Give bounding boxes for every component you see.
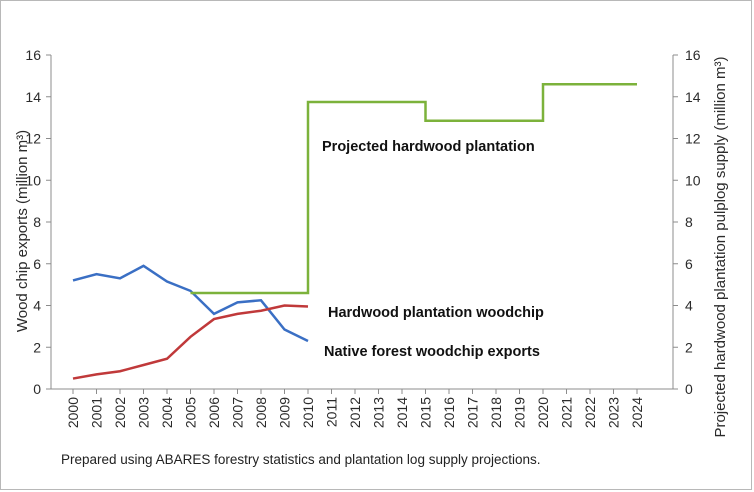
x-tick-label: 2007 xyxy=(230,397,246,428)
annotation-native-forest: Native forest woodchip exports xyxy=(324,344,540,360)
y-tick-label: 0 xyxy=(33,381,41,397)
x-tick-label: 2018 xyxy=(488,397,504,428)
annotation-hardwood-woodchip: Hardwood plantation woodchip xyxy=(328,305,544,321)
x-tick-label: 2022 xyxy=(582,397,598,428)
y-tick-label: 2 xyxy=(33,339,41,355)
x-tick-label: 2021 xyxy=(559,397,575,428)
native-forest-woodchip-exports-line xyxy=(72,264,309,343)
y-tick-label: 8 xyxy=(33,214,41,230)
y2-tick-label: 0 xyxy=(685,381,693,397)
y-tick-label: 12 xyxy=(25,131,41,147)
y2-tick-label: 2 xyxy=(685,339,693,355)
y2-axis-title: Projected hardwood plantation pulplog su… xyxy=(712,56,729,437)
x-tick-label: 2008 xyxy=(253,397,269,428)
x-tick-label: 2019 xyxy=(512,397,528,428)
y-tick-label: 14 xyxy=(25,89,41,105)
x-tick-label: 2020 xyxy=(535,397,551,428)
x-tick-label: 2015 xyxy=(418,397,434,428)
y-axis-title: Wood chip exports (million m³) xyxy=(14,130,31,332)
chart-caption: Prepared using ABARES forestry statistic… xyxy=(61,452,541,467)
hardwood-plantation-woodchip-line xyxy=(72,304,309,380)
y2-tick-label: 12 xyxy=(685,131,701,147)
x-tick-label: 2016 xyxy=(441,397,457,428)
x-tick-label: 2010 xyxy=(300,397,316,428)
y2-tick-label: 14 xyxy=(685,89,701,105)
x-tick-label: 2001 xyxy=(89,397,105,428)
x-tick-label: 2000 xyxy=(65,397,81,428)
x-tick-label: 2012 xyxy=(347,397,363,428)
projected-hardwood-plantation-line xyxy=(190,82,637,295)
y2-tick-label: 10 xyxy=(685,172,701,188)
x-tick-label: 2002 xyxy=(112,397,128,428)
x-tick-label: 2009 xyxy=(277,397,293,428)
y-tick-label: 4 xyxy=(33,298,41,314)
x-tick-label: 2014 xyxy=(394,397,410,428)
x-tick-label: 2011 xyxy=(324,397,340,427)
x-tick-label: 2017 xyxy=(465,397,481,428)
x-tick-label: 2013 xyxy=(371,397,387,428)
x-tick-label: 2006 xyxy=(206,397,222,428)
x-tick-label: 2005 xyxy=(183,397,199,428)
y2-tick-label: 16 xyxy=(685,47,701,63)
x-tick-label: 2004 xyxy=(159,397,175,428)
y2-tick-label: 4 xyxy=(685,298,693,314)
y2-tick-label: 6 xyxy=(685,256,693,272)
x-tick-label: 2024 xyxy=(629,397,645,428)
x-tick-label: 2003 xyxy=(136,397,152,428)
y-tick-label: 6 xyxy=(33,256,41,272)
series-lines xyxy=(72,82,637,380)
axes: 0 0 2 2 4 4 6 6 8 8 10 10 12 12 14 14 16 16 2000 2001 2002 20… xyxy=(25,47,700,428)
y2-tick-label: 8 xyxy=(685,214,693,230)
y-tick-label: 16 xyxy=(25,47,41,63)
x-tick-label: 2023 xyxy=(606,397,622,428)
y-tick-label: 10 xyxy=(25,172,41,188)
annotation-projected-plantation: Projected hardwood plantation xyxy=(322,139,535,155)
